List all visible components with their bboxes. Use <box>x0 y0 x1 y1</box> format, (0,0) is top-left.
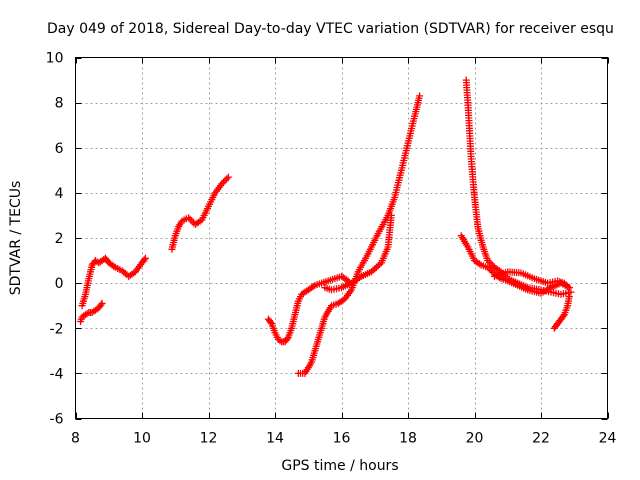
y-tick-label: 2 <box>55 231 64 247</box>
y-tick-label: 0 <box>55 276 64 292</box>
data-point-marker <box>276 337 284 345</box>
x-tick-label: 14 <box>266 431 284 447</box>
y-tick-label: 4 <box>55 186 64 202</box>
data-point-marker <box>486 258 493 266</box>
data-point-marker <box>374 262 382 270</box>
data-point-marker <box>476 260 483 268</box>
y-tick-label: 10 <box>46 51 64 67</box>
data-point-marker <box>223 175 231 183</box>
data-point-marker <box>560 279 568 287</box>
data-point-marker <box>559 312 567 320</box>
y-tick-label: 6 <box>55 141 64 157</box>
data-point-marker <box>387 211 395 219</box>
x-tick-label: 18 <box>399 431 417 447</box>
grid-lines <box>75 57 608 419</box>
x-tick-labels: 8 10 12 14 16 18 20 22 24 <box>71 431 616 447</box>
x-tick-label: 20 <box>466 431 484 447</box>
x-tick-label: 8 <box>71 431 80 447</box>
y-tick-label: 8 <box>55 96 64 112</box>
x-tick-label: 24 <box>599 431 617 447</box>
y-tick-label: -6 <box>50 412 64 428</box>
data-point-marker <box>416 92 424 100</box>
data-markers <box>77 76 575 377</box>
data-point-marker <box>567 288 575 296</box>
data-point-marker <box>141 254 149 262</box>
x-tick-label: 12 <box>200 431 218 447</box>
data-point-marker <box>224 173 232 181</box>
data-point-marker <box>221 177 229 184</box>
y-tick-label: -4 <box>50 366 64 382</box>
data-point-marker <box>343 276 350 284</box>
data-point-marker <box>98 299 106 307</box>
data-point-marker <box>565 284 573 292</box>
y-tick-labels: -6 -4 -2 0 2 4 6 8 10 <box>46 51 64 428</box>
plot-frame <box>75 57 608 419</box>
chart-title: Day 049 of 2018, Sidereal Day-to-day VTE… <box>47 21 614 37</box>
y-axis-label: SDTVAR / TECUs <box>8 181 24 296</box>
data-point-marker <box>140 256 148 264</box>
y-tick-label: -2 <box>50 321 64 337</box>
data-point-marker <box>371 265 379 273</box>
x-tick-label: 10 <box>133 431 151 447</box>
data-point-marker <box>565 293 573 301</box>
x-axis-label: GPS time / hours <box>281 458 398 474</box>
data-point-marker <box>186 215 194 223</box>
axis-ticks <box>75 57 609 420</box>
data-point-marker <box>267 318 275 326</box>
data-point-marker <box>97 301 105 309</box>
x-tick-label: 16 <box>333 431 351 447</box>
data-point-marker <box>283 335 291 343</box>
x-tick-label: 22 <box>532 431 550 447</box>
